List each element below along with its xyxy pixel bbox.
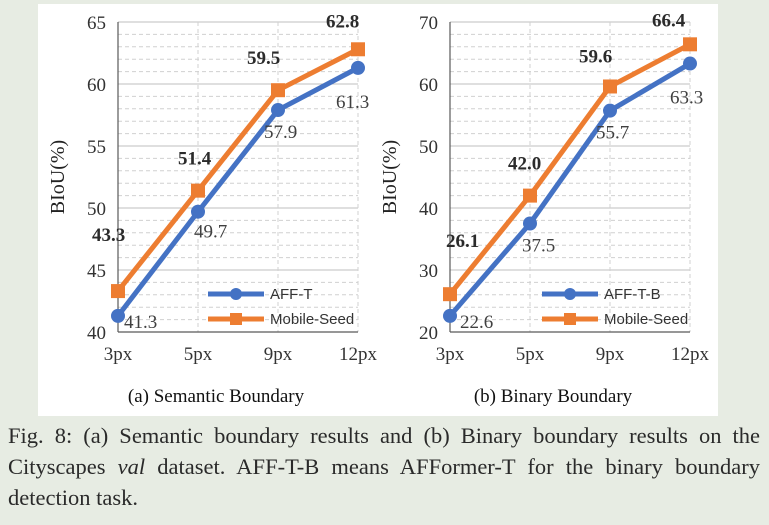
legend-entry-0: AFF-T [270,286,313,303]
legend-marker [230,288,242,300]
data-label-a-1-2: 59.5 [247,48,280,69]
x-tick-label-2: 9px [596,344,625,365]
data-label-b-0-1: 37.5 [522,236,555,257]
y-tick-label-5: 65 [87,13,106,34]
y-tick-label-1: 30 [419,261,438,282]
x-tick-label-3: 12px [671,344,710,365]
legend-entry-1: Mobile-Seed [604,311,688,328]
data-label-a-0-0: 41.3 [124,312,157,333]
data-point-a-0-3 [351,60,365,75]
data-label-a-0-2: 57.9 [264,122,297,143]
subcaption-a: (a) Semantic Boundary [127,386,305,407]
figure-panel: 40 45 50 55 60 65 3px 5px 9px 12px BIoU(%) 41.3 49.7… [38,4,718,416]
y-tick-label-3: 50 [419,137,438,158]
data-point-b-0-3 [683,56,697,71]
data-label-b-1-2: 59.6 [579,46,612,67]
data-point-a-1-0 [111,284,125,299]
legend-marker [230,313,242,325]
subcaption-b: (b) Binary Boundary [473,386,633,407]
x-tick-label-2: 9px [264,344,293,365]
data-point-b-0-0 [443,308,457,323]
series-line-aff-t [116,65,360,318]
data-point-a-0-2 [271,103,285,118]
chart-binary-boundary: 20 30 40 50 60 70 3px 5px 9px 12px BIoU(%) 22.6 37.5… [379,10,710,365]
figure-caption: Fig. 8: (a) Semantic boundary results an… [8,420,760,513]
y-tick-label-2: 50 [87,199,106,220]
legend-marker [564,313,576,325]
x-tick-label-0: 3px [436,344,465,365]
x-tick-label-1: 5px [516,344,545,365]
y-axis-label: BIoU(%) [47,140,69,214]
caption-dataset-name: val [117,454,146,479]
legend-entry-1: Mobile-Seed [270,311,354,328]
data-point-b-1-2 [603,79,617,94]
data-label-a-1-0: 43.3 [92,225,125,246]
data-point-a-1-1 [191,183,205,198]
y-tick-label-4: 60 [419,75,438,96]
legend-entry-0: AFF-T-B [604,286,661,303]
data-label-a-0-1: 49.7 [194,222,227,243]
chart-semantic-boundary: 40 45 50 55 60 65 3px 5px 9px 12px BIoU(%) 41.3 49.7… [47,11,378,365]
y-tick-label-5: 70 [419,13,438,34]
caption-text-1: Fig. 8: (a) Semantic boundary results an… [8,423,760,479]
data-label-a-0-3: 61.3 [336,92,369,113]
legend-marker [564,288,576,300]
data-label-b-1-3: 66.4 [652,10,686,31]
data-point-b-1-0 [443,287,457,302]
x-tick-label-1: 5px [184,344,213,365]
data-point-b-1-3 [683,37,697,52]
data-point-b-0-2 [603,103,617,118]
data-label-a-1-1: 51.4 [178,149,212,170]
data-label-b-0-0: 22.6 [460,312,493,333]
data-point-a-0-1 [191,204,205,219]
data-label-a-1-3: 62.8 [326,11,359,32]
data-label-b-0-3: 63.3 [670,88,703,109]
series-line-mobile-seed [116,47,360,293]
data-point-a-1-3 [351,42,365,57]
y-tick-label-0: 40 [87,323,106,344]
caption-text-2: dataset. AFF-T-B means AFFormer-T for th… [8,454,760,510]
data-point-a-1-2 [271,83,285,98]
y-tick-label-2: 40 [419,199,438,220]
data-point-b-0-1 [523,216,537,231]
y-tick-label-3: 55 [87,137,106,158]
x-tick-label-3: 12px [339,344,378,365]
y-tick-label-1: 45 [87,261,106,282]
data-label-b-1-0: 26.1 [446,231,479,252]
data-point-b-1-1 [523,188,537,203]
y-tick-label-4: 60 [87,75,106,96]
x-tick-label-0: 3px [104,344,133,365]
y-axis-label: BIoU(%) [379,140,401,214]
y-tick-label-0: 20 [419,323,438,344]
data-label-b-1-1: 42.0 [508,154,541,175]
data-point-a-0-0 [111,308,125,323]
series-line-aff-t-b [448,61,692,318]
data-label-b-0-2: 55.7 [596,123,629,144]
series-line-mobile-seed [448,42,692,296]
